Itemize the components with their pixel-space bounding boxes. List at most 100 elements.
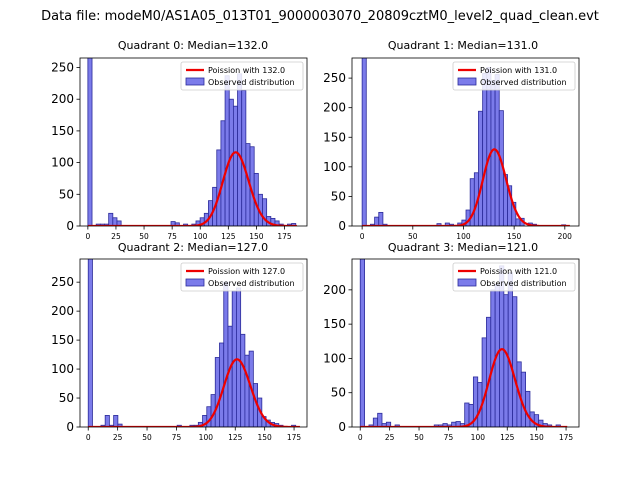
x-tick-label: 75	[167, 232, 177, 241]
histogram-bar	[224, 75, 230, 226]
histogram-bar	[436, 223, 442, 226]
x-tick-label: 75	[444, 433, 454, 442]
y-tick-label: 100	[323, 160, 346, 174]
y-tick-label: 100	[51, 156, 74, 170]
x-tick-label: 25	[111, 232, 121, 241]
histogram-bar	[385, 421, 392, 427]
histogram-bar	[108, 212, 114, 226]
x-tick-label: 150	[249, 232, 264, 241]
y-tick-label: 150	[323, 130, 346, 144]
x-tick-label: 175	[287, 433, 302, 442]
histogram-bar	[291, 223, 297, 226]
x-tick-label: 125	[500, 433, 515, 442]
x-tick-label: 100	[193, 232, 208, 241]
x-tick-label: 175	[559, 433, 574, 442]
x-tick-label: 150	[257, 433, 272, 442]
y-tick-label: 150	[323, 317, 346, 331]
histogram-bar	[241, 89, 247, 226]
poisson-curve	[360, 348, 568, 427]
histogram-bar	[117, 423, 123, 427]
y-tick-label: 250	[51, 61, 74, 75]
histogram-bar	[378, 211, 384, 226]
x-tick-label: 50	[408, 232, 418, 241]
legend: Poission with 127.0 Observed distribution	[180, 262, 304, 292]
legend-line-label: Poission with 131.0	[480, 66, 557, 75]
histogram-bar	[236, 287, 242, 427]
histogram-bar	[174, 222, 180, 226]
legend-bar-swatch	[185, 77, 205, 86]
legend-bar-label: Observed distribution	[480, 279, 567, 288]
plot-area	[87, 58, 297, 226]
legend-box	[180, 262, 304, 292]
x-tick-label: 50	[139, 232, 149, 241]
histogram-bar	[374, 216, 380, 226]
histogram-bar	[503, 294, 509, 427]
x-tick-label: 75	[172, 433, 182, 442]
y-tick-label: 200	[323, 101, 346, 115]
x-tick-label: 50	[142, 433, 152, 442]
legend-box	[180, 61, 304, 91]
legend-line-label: Poission with 132.0	[208, 66, 285, 75]
legend: Poission with 131.0 Observed distribution	[452, 61, 576, 91]
y-tick-label: 150	[51, 333, 74, 347]
legend-bar-swatch	[457, 77, 477, 86]
figure-suptitle: Data file: modeM0/AS1A05_013T01_90000030…	[41, 9, 599, 24]
y-tick-label: 0	[338, 420, 346, 434]
y-tick-label: 200	[51, 304, 74, 318]
legend-bar-swatch	[457, 278, 477, 287]
x-tick-label: 50	[414, 433, 424, 442]
y-tick-label: 0	[338, 219, 346, 233]
y-tick-label: 200	[323, 283, 346, 297]
histogram-bar	[481, 337, 487, 427]
histogram-bar	[240, 333, 246, 427]
histogram-bar	[372, 417, 379, 427]
histogram-bar	[478, 110, 484, 226]
quadrant-0-title: Quadrant 0: Median=132.0	[118, 39, 268, 52]
y-tick-label: 50	[59, 187, 74, 201]
histogram-bar	[244, 354, 250, 427]
x-tick-label: 25	[113, 433, 123, 442]
quadrant-3-panel: Quadrant 3: Median=121.0 0 25 50 75 100 125 15…	[323, 241, 580, 442]
legend-box	[452, 262, 576, 292]
histogram-bar	[219, 342, 225, 427]
legend: Poission with 132.0 Observed distribution	[180, 61, 304, 91]
histogram-bar	[206, 406, 212, 427]
legend-line-label: Poission with 121.0	[480, 267, 557, 276]
quadrant-0-panel: Quadrant 0: Median=132.0 0 25 50 75 100 125 15…	[51, 39, 308, 241]
x-tick-label: 100	[471, 433, 486, 442]
quadrant-1-panel: Quadrant 1: Median=131.0 0 50 100 150 200 0 50…	[323, 39, 580, 241]
axes-frame	[79, 57, 308, 227]
y-tick-label: 200	[51, 92, 74, 106]
legend: Poission with 121.0 Observed distribution	[452, 262, 576, 292]
histogram-bar	[507, 272, 513, 427]
y-tick-label: 50	[331, 386, 346, 400]
histogram-bar	[515, 218, 521, 226]
quadrant-2-panel: Quadrant 2: Median=127.0 0 25 50 75 100 125 15…	[51, 241, 308, 442]
x-tick-label: 100	[199, 433, 214, 442]
poisson-curve	[88, 358, 300, 427]
x-tick-label: 25	[385, 433, 395, 442]
x-tick-label: 0	[85, 232, 90, 241]
quadrant-1-title: Quadrant 1: Median=131.0	[388, 39, 538, 52]
histogram-bar	[87, 259, 93, 427]
x-tick-label: 125	[221, 232, 236, 241]
x-tick-label: 0	[86, 433, 91, 442]
y-tick-label: 50	[59, 391, 74, 405]
y-tick-label: 0	[66, 219, 74, 233]
histogram-bar	[377, 412, 383, 427]
y-tick-label: 50	[331, 189, 346, 203]
y-tick-label: 250	[323, 71, 346, 85]
axes-frame	[79, 258, 308, 428]
histogram-bar	[113, 415, 119, 427]
histogram-bar	[525, 390, 531, 427]
histogram-bar	[512, 296, 518, 427]
legend-bar-swatch	[185, 278, 205, 287]
y-tick-label: 0	[66, 420, 74, 434]
quadrant-3-title: Quadrant 3: Median=121.0	[388, 241, 538, 254]
x-tick-label: 100	[456, 232, 471, 241]
histogram-bar	[87, 58, 93, 226]
histogram-bar	[359, 259, 365, 427]
histogram-bar	[104, 415, 110, 427]
x-tick-label: 0	[358, 433, 363, 442]
histogram-bar	[223, 281, 229, 427]
